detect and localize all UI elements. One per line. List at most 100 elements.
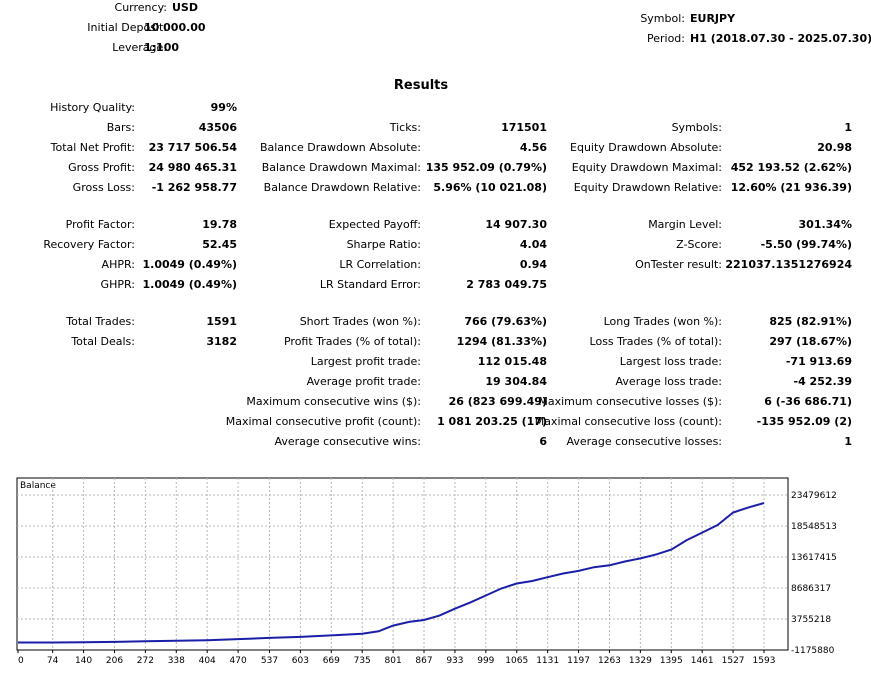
x-tick-label: 1329 — [629, 656, 652, 666]
stat-value: 19 304.84 — [485, 375, 547, 388]
stat-value: -71 913.69 — [785, 355, 852, 368]
stat-value: 825 (82.91%) — [769, 315, 852, 328]
x-tick-label: 1527 — [722, 656, 745, 666]
stat-value: 1.0049 (0.49%) — [142, 258, 238, 271]
x-tick-label: 74 — [47, 656, 59, 666]
stat-value: 14 907.30 — [485, 218, 547, 231]
stat-value: 1 — [844, 121, 852, 134]
stat-label: Balance Drawdown Absolute: — [259, 141, 421, 154]
stat-value: 2 783 049.75 — [466, 278, 547, 291]
stat-label: Z-Score: — [676, 238, 722, 251]
y-tick-label: 13617415 — [791, 553, 837, 563]
stat-label: Equity Drawdown Absolute: — [570, 141, 722, 154]
stat-value: 1591 — [206, 315, 237, 328]
stat-label: LR Standard Error: — [319, 278, 421, 291]
stat-value: 452 193.52 (2.62%) — [730, 161, 852, 174]
x-tick-label: 603 — [292, 656, 309, 666]
stat-label: Equity Drawdown Relative: — [573, 181, 722, 194]
stat-label: LR Correlation: — [339, 258, 421, 271]
leverage-label: Leverage: — [112, 41, 167, 54]
stat-value: 3182 — [206, 335, 237, 348]
stat-label: AHPR: — [101, 258, 135, 271]
stat-value: 43506 — [198, 121, 237, 134]
initial-deposit-value: 10 000.00 — [144, 21, 206, 34]
results-title: Results — [393, 78, 449, 93]
stat-label: Total Deals: — [71, 335, 135, 348]
stat-label: GHPR: — [100, 278, 135, 291]
currency-value: USD — [172, 1, 198, 14]
x-tick-label: 867 — [415, 656, 432, 666]
stat-value: -4 252.39 — [793, 375, 853, 388]
stat-label: Total Trades: — [66, 315, 135, 328]
stat-value: 24 980 465.31 — [148, 161, 237, 174]
stat-label: Average consecutive wins: — [274, 435, 421, 448]
stat-label: Ticks: — [389, 121, 421, 134]
stat-value: 171501 — [501, 121, 547, 134]
x-tick-label: 404 — [199, 656, 216, 666]
stat-value: 297 (18.67%) — [769, 335, 852, 348]
stat-value: 5.96% (10 021.08) — [433, 181, 547, 194]
stat-label: Maximum consecutive losses ($): — [538, 395, 722, 408]
x-tick-label: 206 — [106, 656, 123, 666]
y-tick-label: 18548513 — [791, 522, 837, 532]
stat-label: Average consecutive losses: — [566, 435, 722, 448]
symbol-value: EURJPY — [690, 12, 736, 25]
stat-label: Gross Loss: — [72, 181, 135, 194]
stat-value: 301.34% — [798, 218, 852, 231]
stat-value: 1.0049 (0.49%) — [142, 278, 238, 291]
stat-label: Largest profit trade: — [310, 355, 421, 368]
stat-value: 26 (823 699.49) — [448, 395, 547, 408]
stat-value: 1 — [844, 435, 852, 448]
x-tick-label: 1065 — [505, 656, 528, 666]
stat-label: Balance Drawdown Maximal: — [261, 161, 421, 174]
x-tick-label: 272 — [137, 656, 154, 666]
stat-value: 12.60% (21 936.39) — [730, 181, 852, 194]
stat-value: 0.94 — [519, 258, 547, 271]
stat-value: 1294 (81.33%) — [456, 335, 547, 348]
stat-value: 135 952.09 (0.79%) — [425, 161, 547, 174]
leverage-value: 1:100 — [144, 41, 180, 54]
x-tick-label: 1131 — [536, 656, 559, 666]
stat-label: Profit Factor: — [65, 218, 135, 231]
stat-value: 23 717 506.54 — [148, 141, 237, 154]
stat-label: Total Net Profit: — [50, 141, 135, 154]
stat-label: Maximal consecutive profit (count): — [225, 415, 421, 428]
stat-label: Gross Profit: — [68, 161, 135, 174]
stat-value: 1 081 203.25 (17) — [437, 415, 547, 428]
y-tick-label: 3755218 — [791, 615, 831, 625]
stat-label: Loss Trades (% of total): — [589, 335, 722, 348]
y-tick-label: 8686317 — [791, 584, 831, 594]
chart-y-ticks: 23479612 18548513 13617415 8686317 3755218 -1… — [791, 491, 837, 656]
x-tick-label: 801 — [385, 656, 402, 666]
stat-label: Symbols: — [671, 121, 722, 134]
stat-value: 99% — [210, 101, 237, 114]
period-label: Period: — [646, 32, 685, 45]
x-tick-label: 537 — [261, 656, 278, 666]
stat-label: Long Trades (won %): — [603, 315, 722, 328]
stat-value: 52.45 — [202, 238, 237, 251]
balance-series-line — [18, 502, 765, 644]
x-tick-label: 735 — [354, 656, 371, 666]
x-tick-label: 1461 — [691, 656, 714, 666]
x-tick-label: 0 — [18, 656, 24, 666]
symbol-label: Symbol: — [640, 12, 685, 25]
x-tick-label: 470 — [230, 656, 247, 666]
balance-chart: Balance 23479612 18548513 13617415 8686317 3… — [16, 477, 837, 666]
x-tick-label: 1395 — [660, 656, 683, 666]
x-tick-label: 1197 — [567, 656, 590, 666]
stat-value: 112 015.48 — [477, 355, 547, 368]
stat-label: Profit Trades (% of total): — [283, 335, 421, 348]
x-tick-label: 338 — [168, 656, 185, 666]
stat-value: 4.04 — [519, 238, 547, 251]
y-tick-label: 23479612 — [791, 491, 837, 501]
stat-value: 221037.1351276924 — [725, 258, 852, 271]
stat-value: -135 952.09 (2) — [756, 415, 852, 428]
chart-title: Balance — [20, 481, 56, 491]
stat-label: Recovery Factor: — [43, 238, 135, 251]
stat-label: Margin Level: — [648, 218, 722, 231]
initial-deposit-label: Initial Deposit: — [87, 21, 167, 34]
stat-label: OnTester result: — [635, 258, 722, 271]
stat-value: 4.56 — [519, 141, 547, 154]
stat-value: 20.98 — [817, 141, 852, 154]
stat-label: Maximal consecutive loss (count): — [534, 415, 722, 428]
